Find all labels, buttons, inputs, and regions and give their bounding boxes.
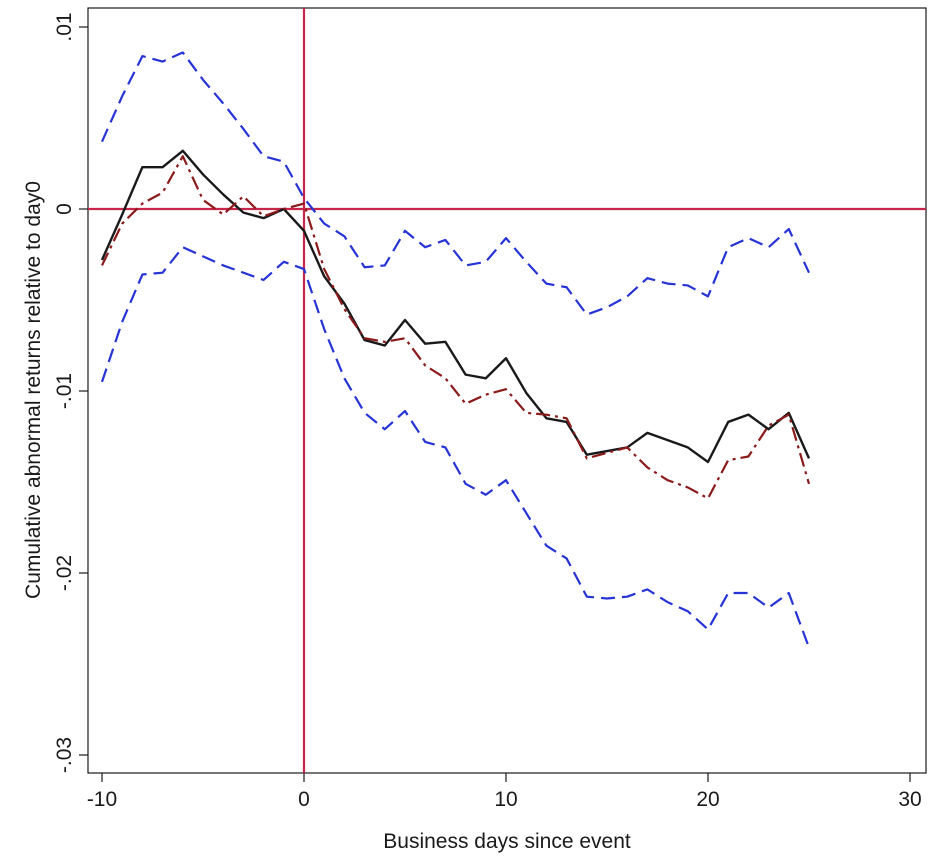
y-tick-label: -.03 xyxy=(53,737,76,773)
series-layer xyxy=(100,51,811,649)
x-tick-label: 20 xyxy=(696,788,719,811)
x-tick-label: 30 xyxy=(898,788,921,811)
y-tick-label: 0 xyxy=(53,203,76,215)
x-tick-label: -10 xyxy=(87,788,117,811)
x-tick-label: 0 xyxy=(298,788,310,811)
y-axis-label: Cumulative abnormal returns relative to … xyxy=(22,181,45,599)
y-tick-label: -.01 xyxy=(53,373,76,409)
series-line-dashed-2 xyxy=(100,51,810,316)
x-axis-label: Business days since event xyxy=(383,830,631,853)
x-axis: -10 0 10 20 30 xyxy=(87,773,922,811)
y-tick-label: -.02 xyxy=(53,555,76,591)
plot-area xyxy=(87,7,927,774)
y-axis: .01 0 -.01 -.02 -.03 xyxy=(53,12,88,773)
series-line-dash-dot-1 xyxy=(101,155,811,500)
series-line-dashed-3 xyxy=(100,246,811,649)
y-tick-label: .01 xyxy=(53,12,76,41)
x-tick-label: 10 xyxy=(494,788,517,811)
series-line-solid-0 xyxy=(100,149,811,464)
